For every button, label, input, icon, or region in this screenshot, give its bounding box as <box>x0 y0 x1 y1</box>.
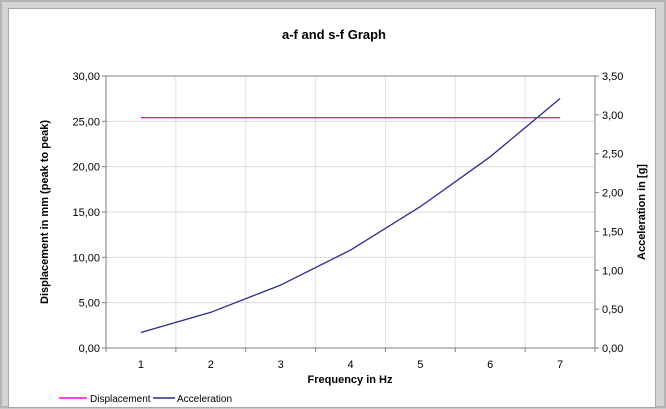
y2-tick-label: 2,50 <box>602 149 623 161</box>
y-axis-title: Displacement in mm (peak to peak) <box>39 120 51 304</box>
x-tick-label: 6 <box>487 359 493 371</box>
legend: Displacement Acceleration <box>59 394 232 405</box>
y2-tick-label: 1,00 <box>602 265 623 277</box>
gridlines <box>106 76 595 348</box>
y-tick-label: 5,00 <box>79 298 100 310</box>
legend-label-displacement: Displacement <box>90 394 151 405</box>
y-tick-label: 15,00 <box>72 207 100 219</box>
x-axis-ticks: 1 2 3 4 5 6 7 <box>105 348 596 371</box>
x-tick-label: 2 <box>208 359 214 371</box>
y2-tick-label: 1,50 <box>602 226 623 238</box>
y-axis-ticks: 0,00 5,00 10,00 15,00 20,00 25,00 30,00 <box>72 71 106 355</box>
chart: a-f and s-f Graph 0,005,0010,0015,0020,0… <box>39 27 648 405</box>
chart-card: a-f and s-f Graph 0,00 5,00 10,00 15,00 20,0… <box>8 8 656 408</box>
x-tick-label: 7 <box>557 359 563 371</box>
y-tick-label: 10,00 <box>72 252 100 264</box>
y2-tick-label: 3,00 <box>602 110 623 122</box>
x-tick-label: 5 <box>417 359 423 371</box>
y2-tick-label: 3,50 <box>602 71 623 83</box>
legend-label-acceleration: Acceleration <box>177 394 232 405</box>
y-tick-label: 30,00 <box>72 71 100 83</box>
y2-tick-label: 0,50 <box>602 304 623 316</box>
y-tick-label: 25,00 <box>72 116 100 128</box>
x-tick-label: 1 <box>138 359 144 371</box>
series-layer <box>140 98 561 334</box>
x-axis-title: Frequency in Hz <box>308 374 393 386</box>
y-tick-label: 0,00 <box>79 343 100 355</box>
chart-title: a-f and s-f Graph <box>282 27 386 42</box>
y2-tick-label: 0,00 <box>602 343 623 355</box>
series-line-acceleration <box>140 98 561 334</box>
y-tick-label: 20,00 <box>72 162 100 174</box>
y2-tick-label: 2,00 <box>602 188 623 200</box>
legend-item-acceleration: Acceleration <box>153 394 232 405</box>
y2-axis-title: Acceleration in [g] <box>636 164 648 260</box>
legend-item-displacement: Displacement <box>59 394 151 405</box>
x-tick-label: 3 <box>278 359 284 371</box>
x-tick-label: 4 <box>347 359 353 371</box>
y2-axis-ticks: 0,00 0,50 1,00 1,50 2,00 2,50 3,00 3,50 <box>595 71 623 355</box>
